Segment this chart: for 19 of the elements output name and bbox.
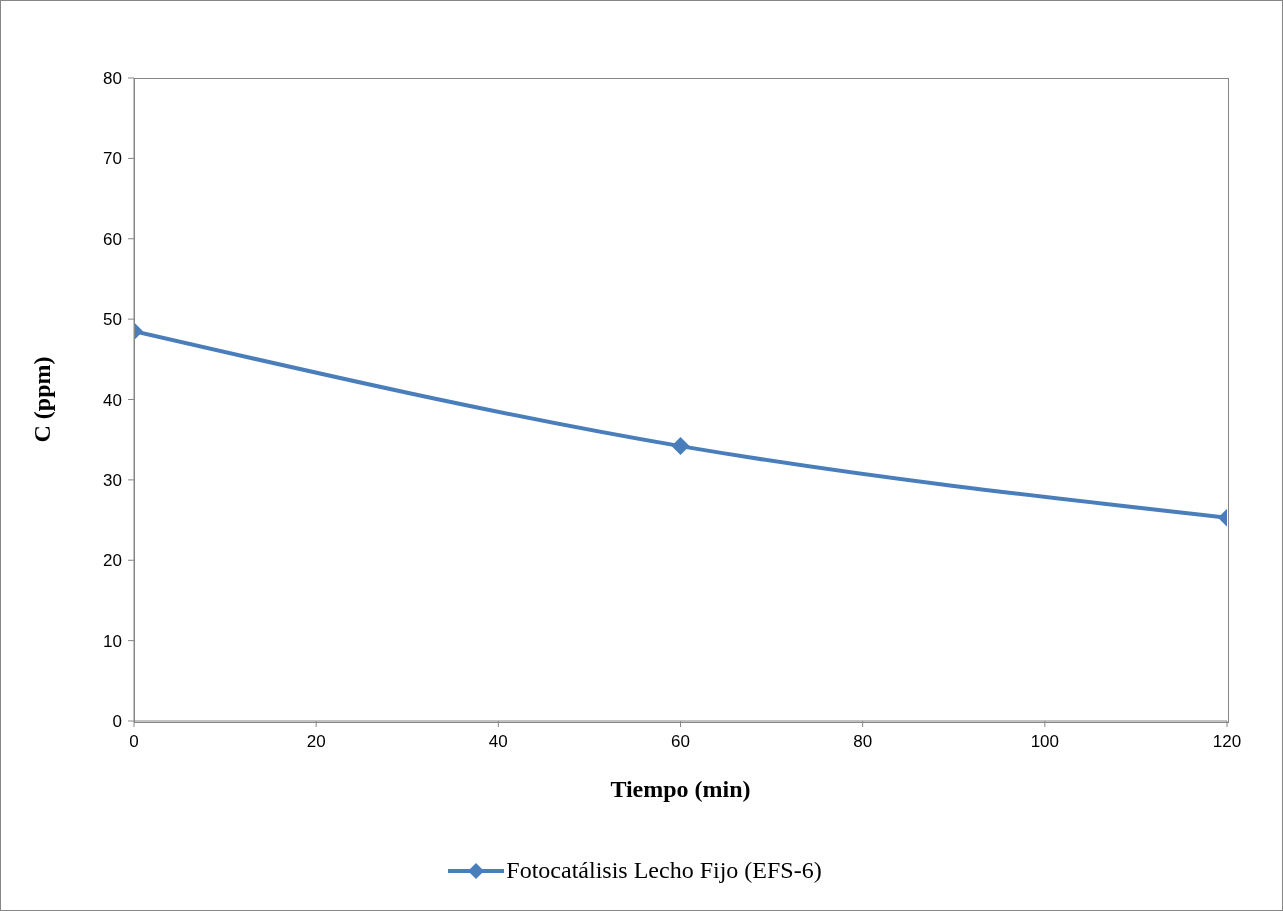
x-tick-label: 40 xyxy=(488,732,508,752)
x-tick-label: 80 xyxy=(853,732,873,752)
x-tick-label: 100 xyxy=(1030,732,1060,752)
y-tick-label: 50 xyxy=(103,310,122,330)
y-tick-label: 60 xyxy=(103,229,122,249)
x-tick-label: 120 xyxy=(1212,732,1242,752)
y-tick-label: 30 xyxy=(103,470,122,490)
y-tick-label: 20 xyxy=(103,551,122,571)
x-axis-title: Tiempo (min) xyxy=(610,776,751,802)
y-tick-label: 40 xyxy=(103,390,122,410)
x-tick-label: 20 xyxy=(306,732,326,752)
y-tick-label: 10 xyxy=(103,631,122,651)
x-tick-label: 60 xyxy=(671,732,690,752)
y-tick-label: 0 xyxy=(112,712,122,732)
y-tick-label: 70 xyxy=(103,149,122,169)
x-tick-label: 0 xyxy=(129,732,139,752)
y-axis-title: C (ppm) xyxy=(28,356,55,443)
legend-label: Fotocatálisis Lecho Fijo (EFS-6) xyxy=(506,857,822,884)
y-tick-label: 80 xyxy=(103,69,122,89)
